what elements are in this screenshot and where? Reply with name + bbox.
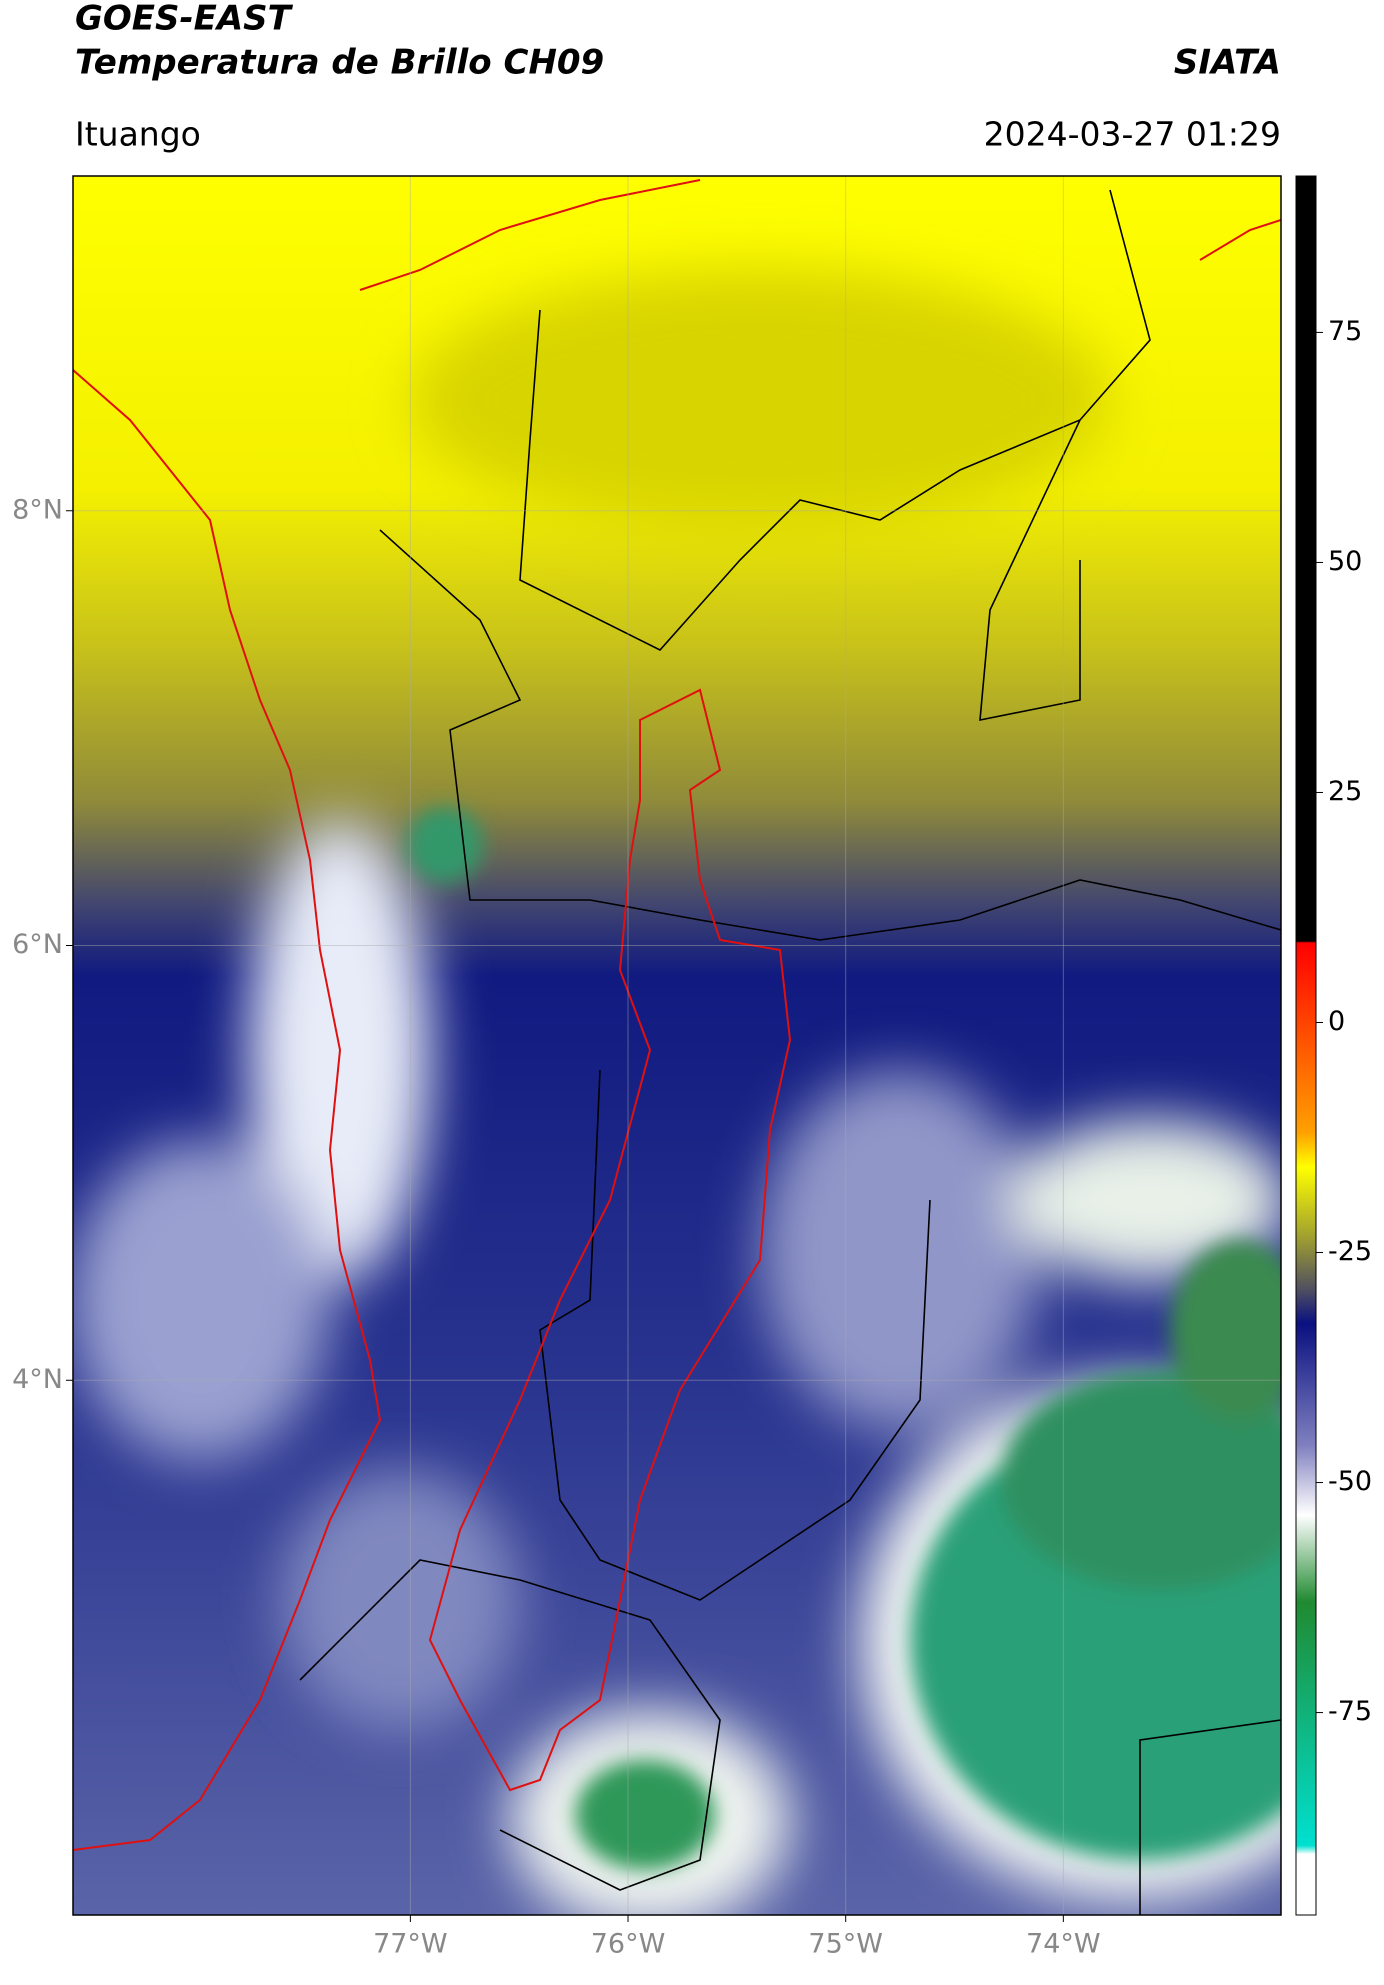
subtitle: Temperatura de Brillo CH09 [75, 43, 604, 83]
y-tick-label: 4°N [12, 1364, 63, 1395]
y-tick-label: 6°N [12, 929, 63, 960]
colorbar-tick-label: -50 [1328, 1466, 1372, 1497]
colorbar-tick-label: 0 [1328, 1006, 1345, 1037]
y-tick-label: 8°N [12, 494, 63, 525]
title: GOES-EAST [75, 0, 294, 39]
colorbar-tick-label: 50 [1328, 546, 1362, 577]
map-frame [72, 175, 1282, 1916]
colorbar-tick-label: 75 [1328, 316, 1362, 347]
x-tick-label: 75°W [808, 1929, 883, 1960]
timestamp: 2024-03-27 01:29 [984, 115, 1281, 154]
colorbar [1295, 175, 1317, 1916]
location: Ituango [75, 115, 201, 154]
x-tick-label: 76°W [591, 1929, 666, 1960]
colorbar-tick-label: 25 [1328, 776, 1362, 807]
brand: SIATA [1174, 43, 1281, 83]
colorbar-tick-label: -75 [1328, 1696, 1372, 1727]
colorbar-tick-label: -25 [1328, 1236, 1372, 1267]
x-tick-label: 74°W [1026, 1929, 1101, 1960]
satellite-image [73, 176, 1281, 1915]
x-tick-label: 77°W [373, 1929, 448, 1960]
